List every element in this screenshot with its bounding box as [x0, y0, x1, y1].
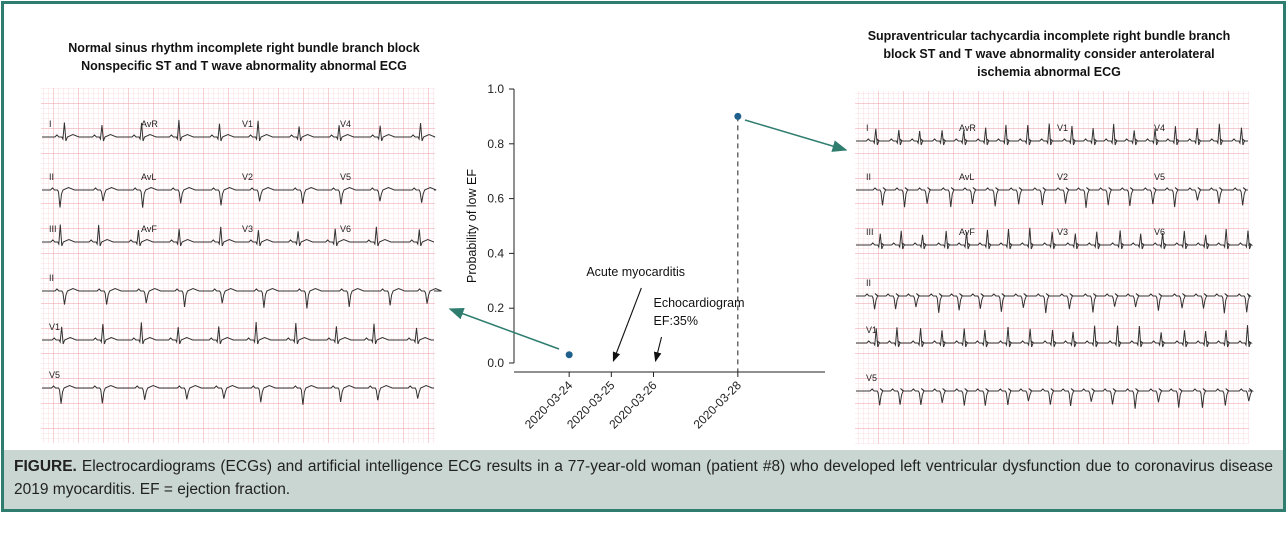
annotation-arrow — [613, 288, 641, 361]
lead-label: AvL — [141, 172, 156, 182]
caption-text: Electrocardiograms (ECGs) and artificial… — [14, 458, 1273, 498]
lead-label: I — [49, 119, 52, 129]
lead-label: III — [49, 224, 57, 234]
lead-label: V3 — [1057, 227, 1068, 237]
lead-label: V6 — [340, 224, 351, 234]
lead-label: AvF — [141, 224, 157, 234]
y-tick-label: 0.4 — [487, 246, 504, 260]
lead-label: V5 — [49, 370, 60, 380]
ecg-title: Normal sinus rhythm incomplete right bun… — [68, 41, 419, 55]
lead-label: AvR — [959, 123, 976, 133]
ecg-title: block ST and T wave abnormality consider… — [883, 47, 1214, 61]
lead-label: V5 — [866, 373, 877, 383]
lead-label: II — [866, 172, 871, 182]
caption: FIGURE. Electrocardiograms (ECGs) and ar… — [4, 450, 1283, 509]
lead-label: III — [866, 227, 874, 237]
ecg-title: ischemia abnormal ECG — [977, 65, 1121, 79]
ecg-title: Nonspecific ST and T wave abnormality ab… — [81, 59, 407, 73]
lead-label: AvL — [959, 172, 974, 182]
lead-label: V4 — [340, 119, 351, 129]
y-tick-label: 0.8 — [487, 137, 504, 151]
lead-label: V1 — [1057, 123, 1068, 133]
lead-label: II — [49, 273, 54, 283]
y-tick-label: 1.0 — [487, 82, 504, 96]
point — [734, 113, 741, 120]
y-tick-label: 0.2 — [487, 301, 504, 315]
y-axis-label: Probability of low EF — [465, 169, 479, 283]
point — [566, 351, 573, 358]
x-tick-label: 2020-03-28 — [691, 378, 745, 432]
annotation: EF:35% — [654, 314, 698, 328]
lead-label: I — [866, 123, 869, 133]
chart: 0.0 0.2 0.4 0.6 0.8 1.0 Probability of low EF 2… — [465, 82, 825, 432]
y-tick-label: 0.0 — [487, 356, 504, 370]
lead-label: V1 — [49, 322, 60, 332]
annotation-arrow — [656, 337, 662, 361]
lead-label: V5 — [340, 172, 351, 182]
lead-label: V2 — [1057, 172, 1068, 182]
lead-label: V2 — [242, 172, 253, 182]
figure: Normal sinus rhythm incomplete right bun… — [1, 1, 1286, 512]
link-arrow — [450, 309, 559, 349]
lead-label: AvR — [141, 119, 158, 129]
lead-label: II — [49, 172, 54, 182]
annotation: Acute myocarditis — [586, 265, 685, 279]
lead-label: II — [866, 278, 871, 288]
lead-label: V1 — [242, 119, 253, 129]
annotation: Echocardiogram — [654, 296, 745, 310]
caption-label: FIGURE. — [14, 458, 77, 475]
figure-art: Normal sinus rhythm incomplete right bun… — [4, 4, 1283, 450]
link-arrow — [745, 120, 846, 150]
lead-label: V5 — [1154, 172, 1165, 182]
y-tick-label: 0.6 — [487, 192, 504, 206]
lead-label: V3 — [242, 224, 253, 234]
ecg-title: Supraventricular tachycardia incomplete … — [868, 29, 1231, 43]
